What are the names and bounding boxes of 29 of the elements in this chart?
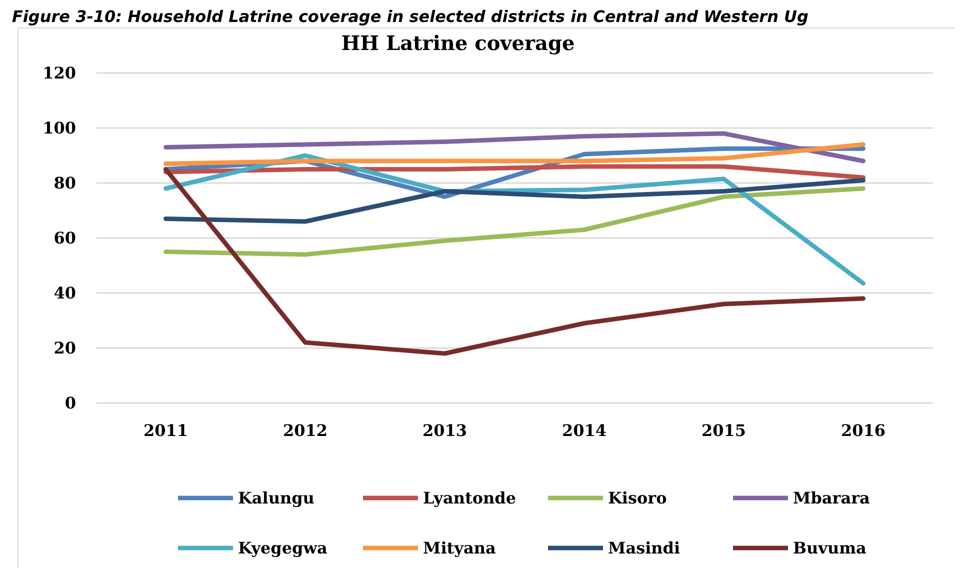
legend-label: Mityana (423, 538, 496, 558)
line-series (164, 167, 866, 356)
legend-label: Mbarara (793, 488, 870, 508)
legend-label: Masindi (608, 538, 680, 558)
y-tick-label: 100 (42, 118, 76, 138)
line-series (164, 178, 866, 224)
line-series (164, 142, 866, 166)
y-tick-label: 0 (64, 394, 76, 413)
line-series (164, 164, 866, 180)
x-tick-label: 2016 (840, 421, 886, 440)
x-tick-label: 2012 (282, 421, 328, 440)
y-tick-label: 20 (54, 338, 76, 358)
legend-label: Kyegegwa (238, 538, 328, 558)
y-tick-label: 40 (54, 284, 76, 303)
legend-label: Lyantonde (423, 488, 516, 508)
chart-title: HH Latrine coverage (341, 31, 575, 55)
x-tick-label: 2014 (562, 421, 607, 440)
y-tick-label: 120 (42, 64, 76, 83)
caption: Figure 3-10: Household Latrine coverage in selected districts in Central and Western Ug (12, 7, 808, 26)
legend-label: Buvuma (793, 538, 866, 558)
y-tick-label: 60 (54, 228, 76, 248)
x-tick-label: 2011 (143, 421, 188, 440)
y-tick-label: 80 (54, 174, 76, 193)
legend-label: Kisoro (608, 488, 668, 508)
line-series (164, 131, 866, 164)
x-tick-label: 2015 (701, 421, 746, 440)
legend-label: Kalungu (238, 488, 315, 508)
line-series (164, 186, 866, 257)
x-tick-label: 2013 (422, 421, 468, 440)
